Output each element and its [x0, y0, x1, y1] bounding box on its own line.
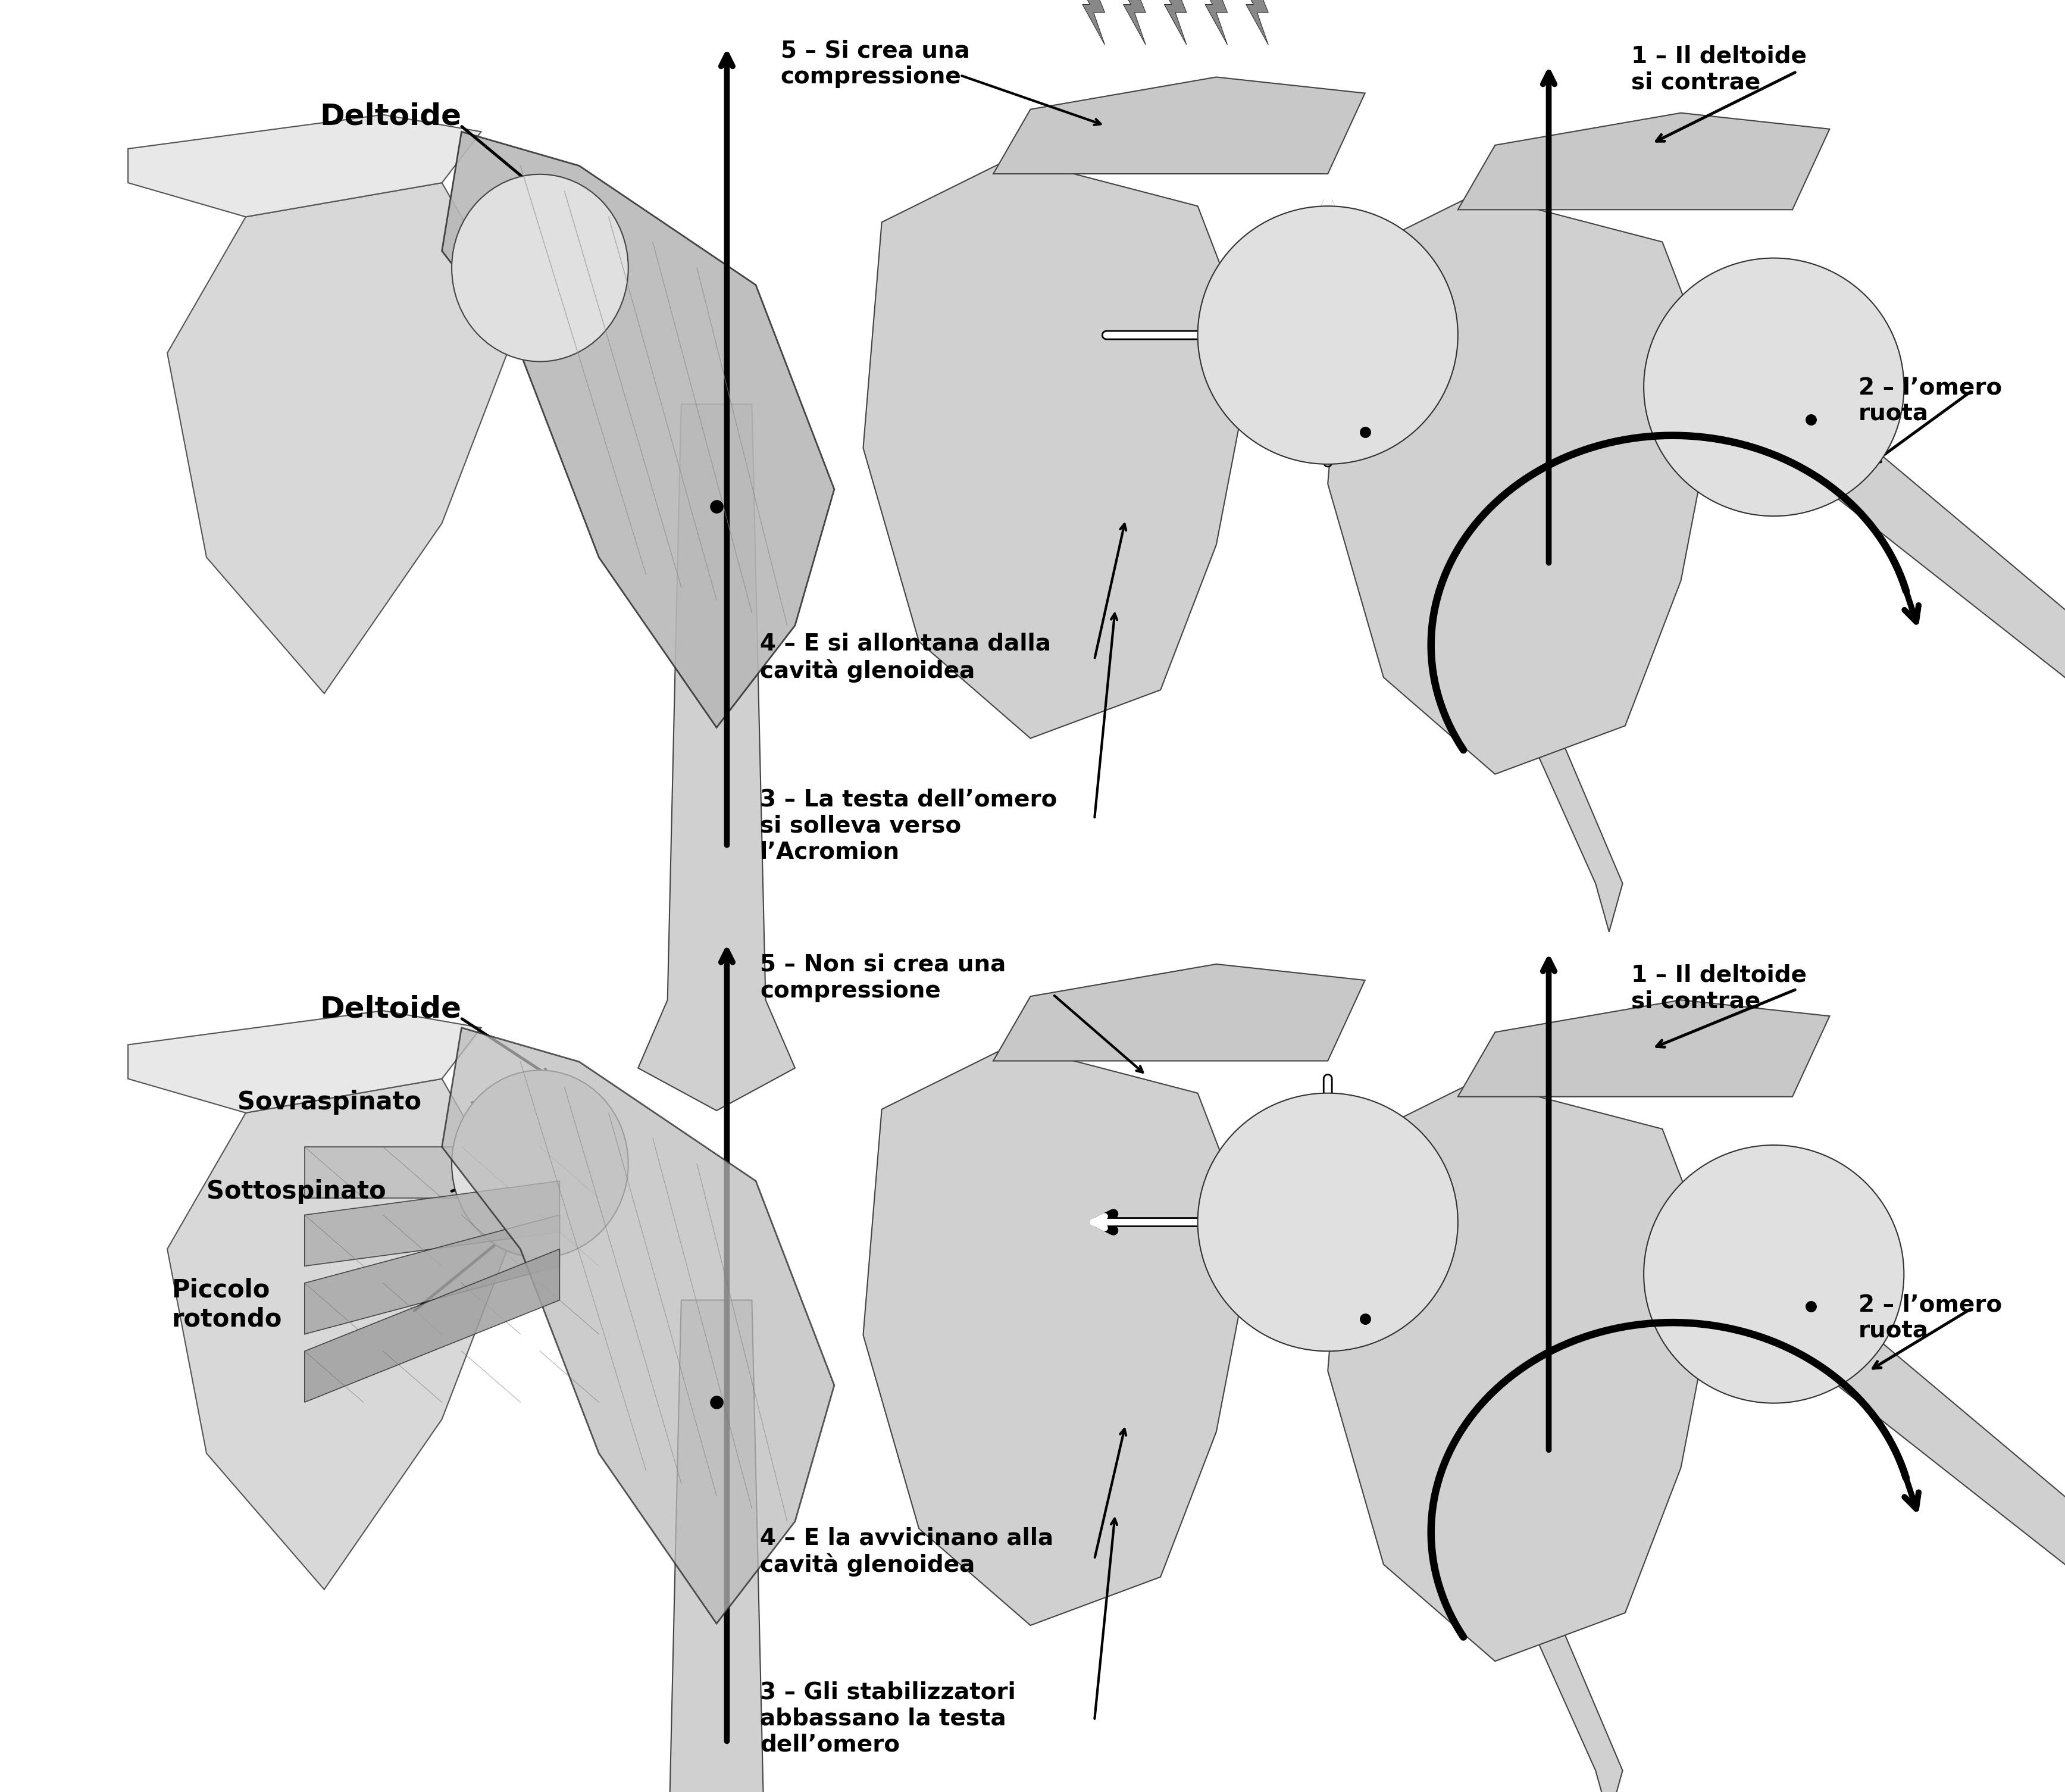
Polygon shape [128, 115, 481, 217]
Polygon shape [1158, 0, 1187, 45]
Ellipse shape [1198, 206, 1458, 464]
Text: 3 – La testa dell’omero
si solleva verso
l’Acromion: 3 – La testa dell’omero si solleva verso… [760, 788, 1057, 864]
Text: Deltoide: Deltoide [320, 995, 463, 1023]
Polygon shape [863, 1045, 1253, 1625]
Ellipse shape [452, 174, 628, 362]
Text: 5 – Si crea una
compressione: 5 – Si crea una compressione [781, 39, 971, 88]
Polygon shape [1357, 1236, 1623, 1792]
Text: Piccolo
rotondo: Piccolo rotondo [171, 1278, 281, 1331]
Polygon shape [863, 158, 1253, 738]
Polygon shape [1117, 0, 1146, 45]
Text: 4 – E si allontana dalla
cavità glenoidea: 4 – E si allontana dalla cavità glenoide… [760, 633, 1051, 683]
Ellipse shape [452, 1070, 628, 1258]
Polygon shape [1458, 113, 1830, 210]
Polygon shape [1357, 349, 1623, 932]
Text: 2 – l’omero
ruota: 2 – l’omero ruota [1858, 376, 2001, 425]
Text: Deltoide: Deltoide [320, 102, 463, 131]
Text: 1 – Il deltoide
si contrae: 1 – Il deltoide si contrae [1631, 45, 1807, 93]
Polygon shape [167, 183, 520, 694]
Polygon shape [1458, 1000, 1830, 1097]
Polygon shape [306, 1249, 560, 1401]
Polygon shape [993, 77, 1365, 174]
Polygon shape [993, 964, 1365, 1061]
Polygon shape [1328, 194, 1718, 774]
Polygon shape [442, 1029, 834, 1624]
Polygon shape [1078, 0, 1105, 45]
Text: Sottospinato: Sottospinato [206, 1179, 386, 1204]
Text: 2 – l’omero
ruota: 2 – l’omero ruota [1858, 1294, 2001, 1342]
Text: 5 – Non si crea una
compressione: 5 – Non si crea una compressione [760, 953, 1006, 1002]
Polygon shape [638, 1299, 795, 1792]
Ellipse shape [1198, 1093, 1458, 1351]
Polygon shape [306, 1181, 560, 1265]
Polygon shape [167, 1079, 520, 1590]
Text: 4 – E la avvicinano alla
cavità glenoidea: 4 – E la avvicinano alla cavità glenoide… [760, 1527, 1053, 1577]
Polygon shape [128, 1011, 481, 1113]
Text: 3 – Gli stabilizzatori
abbassano la testa
dell’omero: 3 – Gli stabilizzatori abbassano la test… [760, 1681, 1016, 1756]
Text: Sovraspinato: Sovraspinato [237, 1090, 421, 1115]
Ellipse shape [1644, 258, 1904, 516]
Ellipse shape [1644, 1145, 1904, 1403]
Polygon shape [1328, 1081, 1718, 1661]
Polygon shape [638, 405, 795, 1111]
Polygon shape [306, 1147, 560, 1197]
Polygon shape [1825, 448, 2065, 980]
Polygon shape [1200, 0, 1227, 45]
Polygon shape [1241, 0, 1268, 45]
Polygon shape [442, 133, 834, 728]
Polygon shape [1825, 1335, 2065, 1792]
Polygon shape [306, 1215, 560, 1333]
Text: 1 – Il deltoide
si contrae: 1 – Il deltoide si contrae [1631, 964, 1807, 1012]
